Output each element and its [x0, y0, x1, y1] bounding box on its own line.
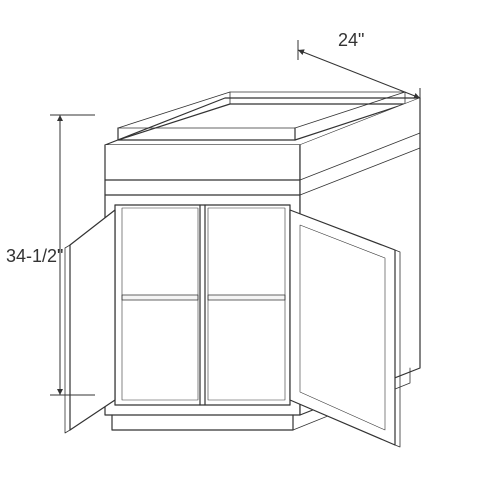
cabinet-svg [0, 0, 500, 500]
cabinet-body [65, 92, 420, 447]
left-door-open [65, 210, 115, 433]
height-label: 34-1/2" [6, 246, 63, 267]
depth-label: 24" [338, 30, 364, 51]
cabinet-technical-diagram: 34-1/2" 24" [0, 0, 500, 500]
